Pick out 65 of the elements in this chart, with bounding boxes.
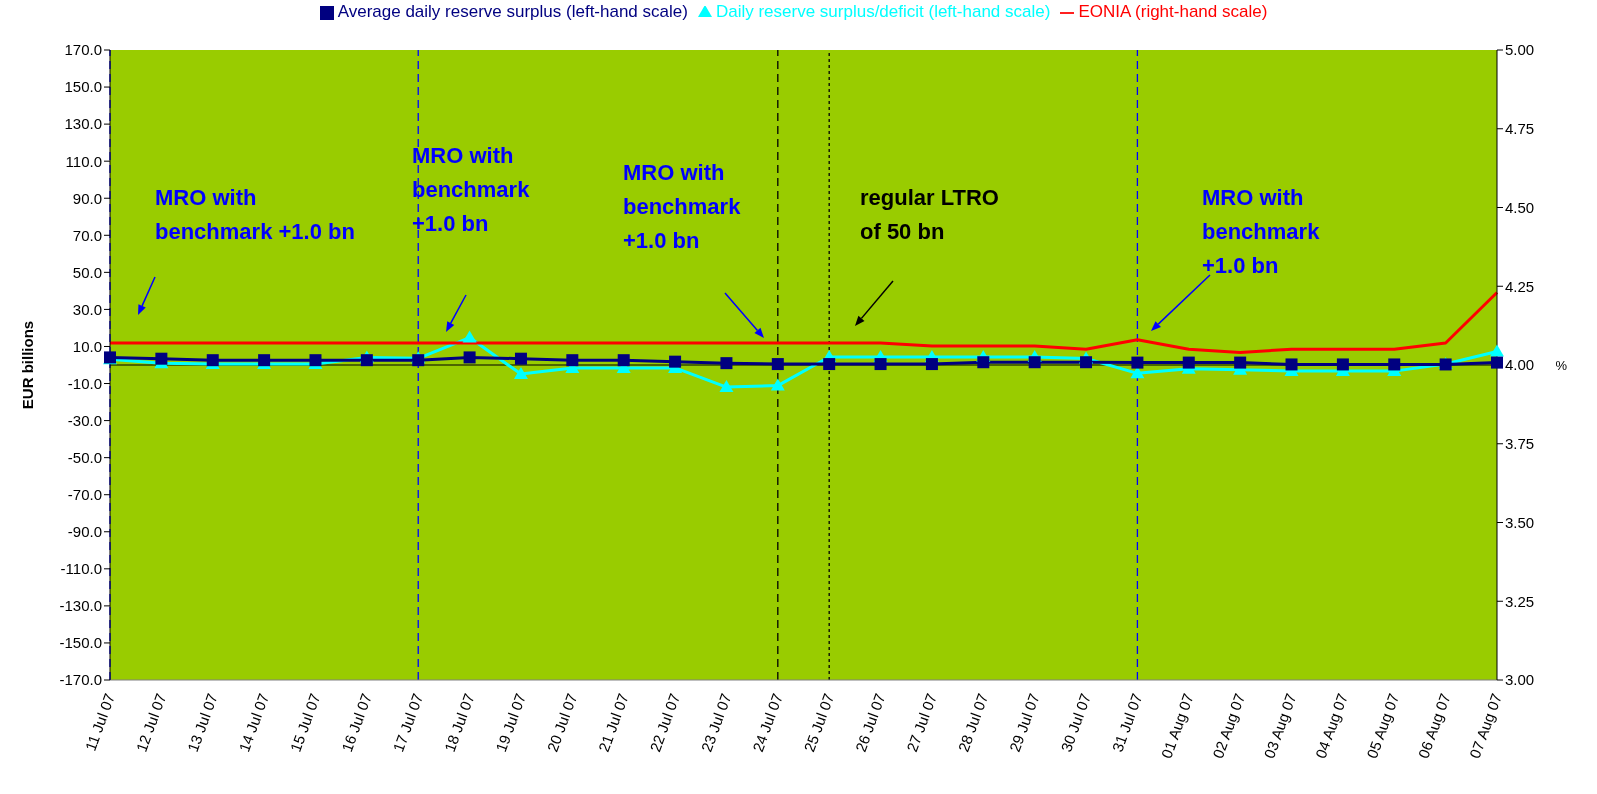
y2-tick-label: 3.25 [1505,592,1535,610]
y2-tick-label: 3.00 [1505,671,1535,689]
x-tick-label: 20 Jul 07 [543,691,581,755]
annotation: regular LTRO of 50 bn [860,185,999,244]
x-tick-label: 17 Jul 07 [389,691,427,755]
y-tick-label: -50.0 [67,448,102,466]
x-tick-label: 07 Aug 07 [1465,691,1505,761]
y2-tick-label: 4.75 [1505,120,1535,138]
y-tick-label: -10.0 [67,374,102,392]
legend-label: EONIA (right-hand scale) [1078,2,1268,21]
x-tick-label: 31 Jul 07 [1108,691,1146,755]
y2-tick-label: 3.75 [1505,435,1535,453]
y-tick-label: -30.0 [67,411,102,429]
x-tick-label: 12 Jul 07 [132,691,170,755]
x-tick-label: 26 Jul 07 [851,691,889,755]
y-tick-label: 150.0 [64,78,102,96]
x-tick-label: 13 Jul 07 [183,691,221,755]
y2-tick-label: 4.00 [1505,356,1535,374]
y-tick-label: 30.0 [72,300,102,318]
x-tick-label: 22 Jul 07 [646,691,684,755]
y2-tick-label: 5.00 [1505,41,1535,59]
x-tick-label: 25 Jul 07 [800,691,838,755]
y-tick-label: 50.0 [72,263,102,281]
x-tick-label: 19 Jul 07 [492,691,529,755]
annotation: MRO with benchmark +1.0 bn [1202,185,1321,278]
x-tick-label: 14 Jul 07 [235,691,273,755]
y2-tick-label: 3.50 [1505,513,1535,531]
y-tick-label: -170.0 [59,671,102,689]
x-tick-label: 06 Aug 07 [1414,691,1454,761]
x-tick-label: 15 Jul 07 [286,691,324,755]
x-tick-label: 30 Jul 07 [1057,691,1095,755]
y2-axis-title: % [1555,357,1568,373]
y2-tick-label: 4.25 [1505,277,1535,295]
x-tick-label: 21 Jul 07 [594,691,632,755]
x-tick-label: 05 Aug 07 [1363,691,1403,761]
legend-label: Average daily reserve surplus (left-hand scale) [337,2,688,21]
x-tick-label: 04 Aug 07 [1311,691,1351,761]
y-tick-label: 10.0 [72,337,102,355]
x-tick-label: 23 Jul 07 [697,691,735,755]
x-tick-label: 18 Jul 07 [440,691,478,755]
y-tick-label: -150.0 [59,634,102,652]
x-tick-label: 29 Jul 07 [1005,691,1043,755]
y-tick-label: 170.0 [64,41,102,59]
x-tick-label: 16 Jul 07 [338,691,375,755]
x-tick-label: 24 Jul 07 [749,691,786,755]
y-axis-title: EUR billions [19,320,37,410]
x-tick-label: 28 Jul 07 [954,691,992,755]
x-tick-label: 02 Aug 07 [1209,691,1249,761]
y-tick-label: 70.0 [72,226,102,244]
x-tick-label: 11 Jul 07 [81,691,118,754]
x-tick-label: 27 Jul 07 [903,691,940,755]
annotation: MRO with benchmark +1.0 bn [412,143,531,236]
legend-label: Daily reserve surplus/deficit (left-hand scale) [715,2,1051,21]
annotation: MRO with benchmark +1.0 bn [155,185,355,244]
x-tick-label: 01 Aug 07 [1157,691,1197,761]
y-tick-label: -130.0 [59,597,102,615]
x-tick-label: 03 Aug 07 [1260,691,1300,761]
y-tick-label: 130.0 [64,115,102,133]
y-tick-label: 90.0 [72,189,102,207]
annotation: MRO with benchmark +1.0 bn [623,160,742,253]
y-tick-label: -70.0 [67,486,102,504]
y2-tick-label: 4.50 [1505,198,1535,216]
y-tick-label: -90.0 [67,523,102,541]
y-tick-label: 110.0 [65,152,102,170]
y-tick-label: -110.0 [60,560,102,578]
